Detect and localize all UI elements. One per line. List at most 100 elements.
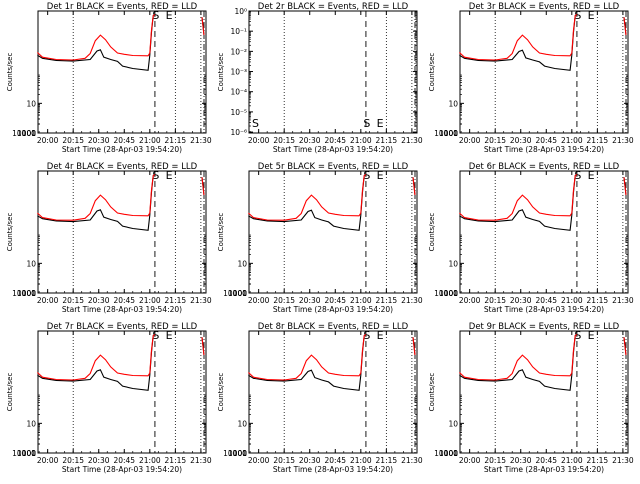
x-axis-label: Start Time (28-Apr-03 19:54:20) <box>273 305 393 314</box>
y-tick-label: 10⁻¹ <box>230 27 247 36</box>
y-tick-label: 1 <box>31 289 36 298</box>
series-lld-tail <box>201 17 205 36</box>
y-tick-label: 1000 <box>439 129 458 138</box>
x-tick-label: 21:30 <box>401 296 423 305</box>
x-axis-label: Start Time (28-Apr-03 19:54:20) <box>484 465 604 474</box>
y-tick-label: 10⁻⁴ <box>230 88 247 97</box>
x-tick-label: 20:15 <box>273 136 295 145</box>
plot-frame <box>459 330 629 454</box>
x-tick-label: 20:00 <box>37 456 59 465</box>
y-tick-label: 10 <box>237 259 247 268</box>
x-tick-label: 21:00 <box>350 296 372 305</box>
end-marker-letter: E <box>377 169 384 182</box>
x-tick-label: 20:00 <box>459 456 481 465</box>
y-tick-label: 1 <box>453 449 458 458</box>
x-tick-label: 20:30 <box>299 296 321 305</box>
x-tick-label: 20:00 <box>459 296 481 305</box>
plot-frame <box>37 170 207 294</box>
x-tick-label: 20:45 <box>324 296 346 305</box>
x-tick-label: 20:45 <box>113 136 135 145</box>
end-marker-letter: E <box>588 9 595 22</box>
y-tick-label: 10000 <box>223 289 247 298</box>
y-tick-label: 10 <box>448 259 458 268</box>
x-tick-label: 20:15 <box>484 456 506 465</box>
y-tick-label: 10 <box>26 259 36 268</box>
series-lld-tail <box>623 17 627 36</box>
series-lld-line <box>37 13 156 61</box>
y-tick-label: 10⁻³ <box>230 68 247 77</box>
x-tick-label: 20:30 <box>88 136 110 145</box>
end-marker-letter: E <box>166 9 173 22</box>
x-tick-label: 21:15 <box>587 136 609 145</box>
y-axis-label: Counts/sec <box>6 213 14 252</box>
plot-frame <box>37 330 207 454</box>
series-lld-tail <box>412 177 416 196</box>
x-tick-label: 20:00 <box>37 296 59 305</box>
plot-frame <box>459 170 629 294</box>
start-marker-letter: S <box>363 117 370 130</box>
y-tick-label: 10⁻² <box>230 47 247 56</box>
x-tick-label: 20:15 <box>62 136 84 145</box>
y-tick-label: 100 <box>444 129 459 138</box>
y-tick-label: 100 <box>22 449 37 458</box>
y-tick-label: 1000 <box>17 129 36 138</box>
y-axis-label: Counts/sec <box>217 373 225 412</box>
x-tick-label: 20:30 <box>88 296 110 305</box>
y-tick-label: 10000 <box>434 289 458 298</box>
x-tick-label: 21:15 <box>376 136 398 145</box>
x-tick-label: 20:15 <box>273 456 295 465</box>
end-marker-letter: E <box>166 169 173 182</box>
x-tick-label: 20:00 <box>37 136 59 145</box>
plot-frame <box>459 10 629 134</box>
plot-frame <box>37 10 207 134</box>
x-tick-label: 21:15 <box>376 296 398 305</box>
series-events-line <box>459 333 578 391</box>
y-tick-label: 10⁻⁶ <box>230 128 247 137</box>
x-tick-label: 20:30 <box>299 136 321 145</box>
panel-det-1r: Det 1r BLACK = Events, RED = LLD 1 10 10010… <box>6 2 212 154</box>
plot-frame <box>248 170 418 294</box>
series-events-line <box>459 13 578 71</box>
start-marker-letter: S <box>574 169 581 182</box>
series-lld-tail <box>201 337 205 356</box>
x-tick-label: 20:30 <box>510 296 532 305</box>
x-tick-label: 21:00 <box>139 456 161 465</box>
panel-det-6r: Det 6r BLACK = Events, RED = LLD 1 10 10010… <box>428 162 634 314</box>
y-tick-label: 100 <box>22 129 37 138</box>
y-tick-label: 1000 <box>439 289 458 298</box>
x-tick-label: 20:00 <box>248 296 270 305</box>
x-tick-label: 20:00 <box>248 136 270 145</box>
x-tick-label: 21:00 <box>139 136 161 145</box>
start-marker-letter: S <box>363 329 370 342</box>
y-axis-label: Counts/sec <box>6 373 14 412</box>
x-tick-label: 20:45 <box>535 296 557 305</box>
y-axis-label: Counts/sec <box>428 213 436 252</box>
x-axis-label: Start Time (28-Apr-03 19:54:20) <box>273 465 393 474</box>
y-tick-label: 10⁰ <box>234 7 247 16</box>
x-tick-label: 21:00 <box>139 296 161 305</box>
x-axis-label: Start Time (28-Apr-03 19:54:20) <box>62 145 182 154</box>
panel-det-4r: Det 4r BLACK = Events, RED = LLD 1 10 10010… <box>6 162 212 314</box>
series-events-line <box>459 173 578 231</box>
x-tick-label: 21:00 <box>561 296 583 305</box>
series-events-line <box>248 333 367 391</box>
y-axis-label: Counts/sec <box>428 53 436 92</box>
x-tick-label: 21:30 <box>612 456 634 465</box>
series-lld-tail <box>412 337 416 356</box>
start-marker-letter: S <box>574 329 581 342</box>
x-tick-label: 20:45 <box>324 136 346 145</box>
panel-title: Det 7r BLACK = Events, RED = LLD <box>47 322 198 332</box>
x-tick-label: 20:00 <box>459 136 481 145</box>
x-tick-label: 20:15 <box>484 296 506 305</box>
x-tick-label: 21:30 <box>401 136 423 145</box>
y-tick-label: 10000 <box>12 129 36 138</box>
end-marker-letter: E <box>588 169 595 182</box>
y-tick-label: 1 <box>242 289 247 298</box>
left-marker-letter: S <box>252 117 259 130</box>
start-marker-letter: S <box>574 9 581 22</box>
y-tick-label: 10⁻⁵ <box>230 108 247 117</box>
series-events-line <box>37 173 156 231</box>
x-tick-label: 21:30 <box>612 296 634 305</box>
y-tick-label: 10 <box>26 419 36 428</box>
